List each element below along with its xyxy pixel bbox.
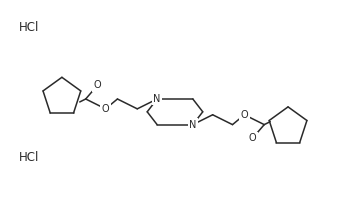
Text: O: O (240, 110, 248, 120)
Text: O: O (102, 104, 109, 114)
Text: N: N (153, 94, 161, 104)
Text: O: O (249, 133, 256, 143)
Text: HCl: HCl (19, 151, 40, 164)
Text: HCl: HCl (19, 21, 40, 34)
Text: N: N (189, 120, 197, 130)
Text: O: O (94, 80, 102, 90)
